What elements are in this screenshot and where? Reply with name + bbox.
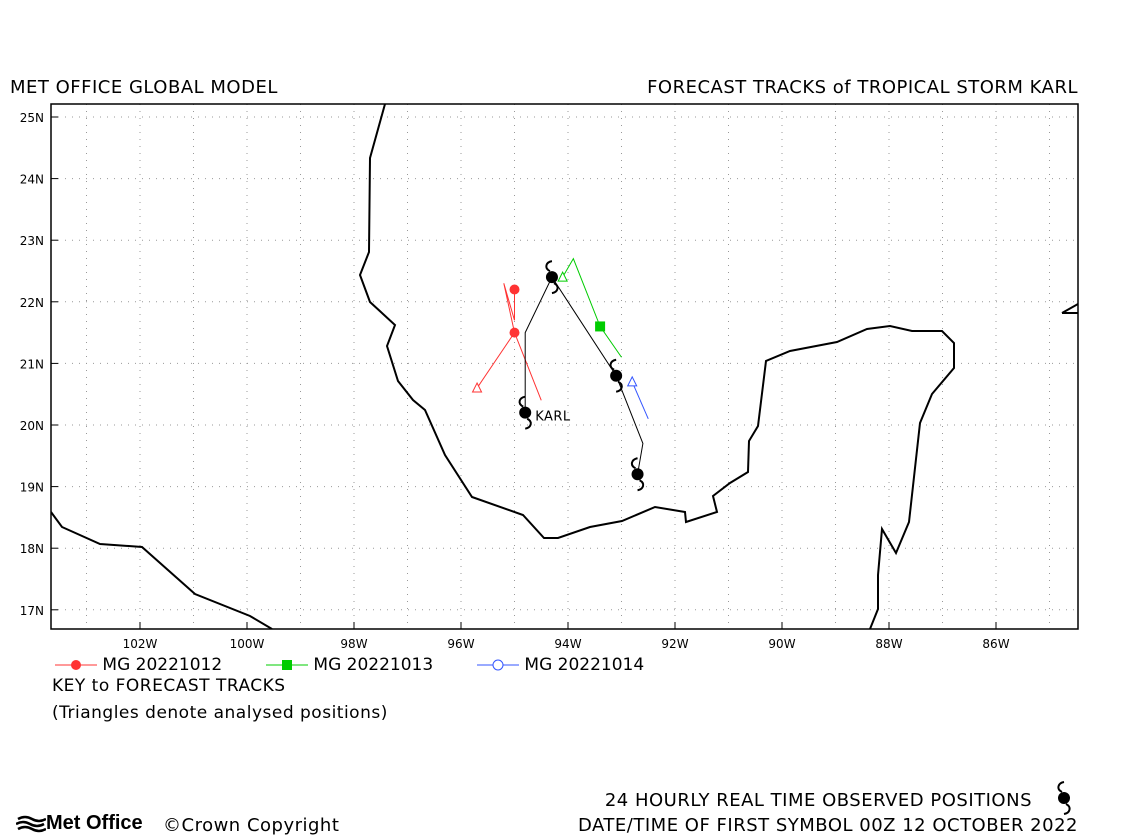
lat-tick-label: 25N: [20, 111, 44, 125]
key-title: KEY to FORECAST TRACKS: [52, 676, 286, 696]
forecast-point-marker: [595, 321, 606, 332]
forecast-track-line: [562, 257, 622, 358]
copyright-icon: ©: [163, 815, 182, 836]
legend-item-mg-20221013: MG 20221013: [266, 655, 433, 675]
legend-label: MG 20221014: [524, 655, 645, 675]
legend-label: MG 20221012: [102, 655, 223, 675]
observed-track-line: [524, 276, 644, 475]
lon-tick-label: 102W: [123, 637, 158, 651]
legend-item-mg-20221014: MG 20221014: [477, 655, 644, 675]
lon-tick-label: 100W: [230, 637, 265, 651]
lat-tick-label: 17N: [20, 604, 44, 618]
hurricane-symbol-icon: [1057, 781, 1071, 815]
forecast-point-marker: [509, 284, 520, 295]
blue-open-circle-marker-icon: [477, 659, 519, 671]
grid-lines: [51, 104, 1078, 629]
analysis-triangle-marker: [626, 375, 638, 387]
lat-tick-label: 20N: [20, 419, 44, 433]
lon-tick-label: 90W: [768, 637, 795, 651]
analysis-triangle-marker: [557, 271, 568, 282]
copyright-label: Crown Copyright: [181, 815, 340, 836]
lat-tick-label: 18N: [20, 542, 44, 556]
tracks: [471, 257, 649, 492]
met-office-logo: Met Office: [15, 812, 143, 835]
forecast-track-line: [503, 283, 515, 333]
legend-item-mg-20221012: MG 20221012: [55, 655, 222, 675]
storm-label: KARL: [535, 410, 571, 425]
lon-tick-label: 86W: [982, 637, 1009, 651]
lat-tick-label: 24N: [20, 173, 44, 187]
green-square-marker-icon: [266, 660, 308, 670]
lat-tick-label: 23N: [20, 234, 44, 248]
met-office-wave-icon: [15, 815, 47, 832]
chart-title: FORECAST TRACKS of TROPICAL STORM KARL: [647, 77, 1078, 98]
model-title: MET OFFICE GLOBAL MODEL: [10, 77, 278, 98]
analysis-triangle-marker: [471, 381, 483, 393]
lon-tick-label: 98W: [340, 637, 367, 651]
observed-positions-text: 24 HOURLY REAL TIME OBSERVED POSITIONS: [604, 790, 1032, 811]
key-note: (Triangles denote analysed positions): [52, 703, 388, 723]
lat-tick-label: 21N: [20, 357, 44, 371]
hurricane-symbol-icon: [630, 457, 645, 492]
forecast-track-line: [476, 331, 542, 401]
lon-tick-label: 92W: [661, 637, 688, 651]
coastline: [51, 104, 1078, 629]
lon-tick-label: 88W: [875, 637, 902, 651]
lat-tick-label: 22N: [20, 296, 44, 310]
plot-frame: [50, 103, 1079, 630]
copyright-text: ©Crown Copyright: [163, 815, 339, 836]
forecast-track-line: [631, 381, 649, 420]
lon-tick-label: 96W: [447, 637, 474, 651]
lon-tick-label: 94W: [554, 637, 581, 651]
logo-text: Met Office: [46, 812, 143, 834]
latitude-labels: 25N 24N 23N 22N 21N 20N 19N 18N 17N: [20, 111, 58, 618]
legend-label: MG 20221013: [313, 655, 434, 675]
hurricane-symbol-icon: [544, 260, 559, 295]
first-symbol-date-text: DATE/TIME OF FIRST SYMBOL 00Z 12 OCTOBER…: [577, 815, 1078, 836]
lat-tick-label: 19N: [20, 481, 44, 495]
forecast-point-marker: [509, 327, 520, 338]
longitude-labels: 102W 100W 98W 96W 94W 92W 90W 88W 86W: [123, 622, 1010, 651]
red-circle-marker-icon: [55, 660, 97, 670]
